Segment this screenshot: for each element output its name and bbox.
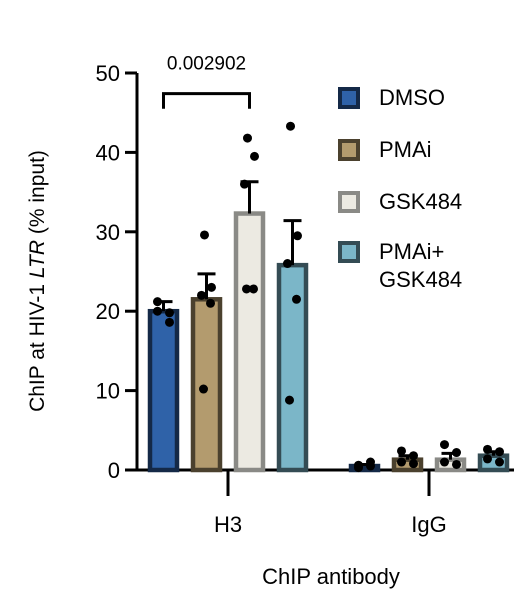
x-tick-label: IgG xyxy=(411,512,446,537)
legend-label: PMAi+ GSK484 xyxy=(379,239,462,292)
chart-legend: DMSO PMAi GSK484 PMAi+ GSK484 xyxy=(338,85,462,292)
data-point xyxy=(240,179,249,189)
data-point xyxy=(197,290,206,300)
data-point xyxy=(366,457,375,467)
data-point xyxy=(207,282,216,292)
data-point xyxy=(165,317,174,327)
legend-swatch xyxy=(338,87,360,109)
legend-swatch xyxy=(338,191,360,213)
data-point xyxy=(293,231,302,241)
data-point xyxy=(397,457,406,467)
x-axis-label: ChIP antibody xyxy=(262,564,400,589)
data-point xyxy=(153,306,162,316)
y-axis-label-part: ChIP at HIV-1 xyxy=(26,278,49,412)
y-tick-label: 0 xyxy=(108,458,120,483)
data-point xyxy=(285,395,294,405)
data-point xyxy=(397,446,406,456)
bar xyxy=(276,262,309,473)
data-point xyxy=(495,447,504,457)
data-point xyxy=(483,444,492,454)
data-point xyxy=(483,454,492,464)
data-point xyxy=(409,451,418,461)
data-point xyxy=(199,384,208,394)
data-point xyxy=(440,440,449,450)
y-axis-label: ChIP at HIV-1 LTR (% input) xyxy=(26,150,49,412)
data-point xyxy=(200,230,209,240)
data-point xyxy=(206,298,215,308)
y-tick-label: 50 xyxy=(96,61,120,86)
legend-label: PMAi xyxy=(379,137,432,162)
data-point xyxy=(250,151,259,161)
data-point xyxy=(452,448,461,458)
bar xyxy=(147,308,180,473)
data-point xyxy=(452,459,461,469)
legend-swatch xyxy=(338,139,360,161)
y-tick-label: 30 xyxy=(96,220,120,245)
data-point xyxy=(292,294,301,304)
data-point xyxy=(286,121,295,131)
data-point xyxy=(153,297,162,307)
significance-bracket: 0.002902 xyxy=(162,54,251,109)
legend-label: GSK484 xyxy=(379,189,462,214)
data-point xyxy=(440,457,449,467)
chart-bars xyxy=(147,121,510,473)
data-point xyxy=(283,259,292,269)
data-point xyxy=(495,457,504,467)
y-axis-label-part: LTR xyxy=(26,240,49,278)
data-point xyxy=(354,460,363,470)
y-tick-label: 20 xyxy=(96,299,120,324)
p-value-label: 0.002902 xyxy=(167,54,246,75)
bar xyxy=(190,297,223,473)
y-tick-label: 40 xyxy=(96,140,120,165)
data-point xyxy=(249,284,258,294)
data-point xyxy=(165,308,174,318)
data-point xyxy=(242,284,251,294)
legend-swatch xyxy=(338,241,360,263)
bracket-line xyxy=(162,92,251,109)
x-tick-label: H3 xyxy=(214,512,242,537)
bar xyxy=(233,211,266,473)
y-tick-label: 10 xyxy=(96,379,120,404)
data-point xyxy=(409,459,418,469)
legend-label: DMSO xyxy=(379,85,445,110)
y-axis-label-part: (% input) xyxy=(26,150,49,240)
data-point xyxy=(243,133,252,143)
